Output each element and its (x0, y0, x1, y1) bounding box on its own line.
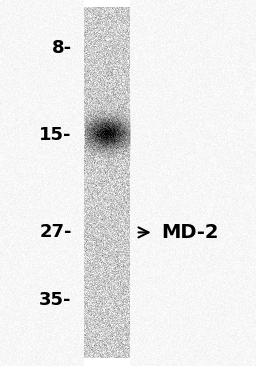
Text: 35-: 35- (39, 291, 72, 309)
Text: 15-: 15- (39, 126, 72, 145)
Text: 8-: 8- (51, 38, 72, 57)
Text: 27-: 27- (39, 223, 72, 242)
Text: MD-2: MD-2 (161, 223, 219, 242)
